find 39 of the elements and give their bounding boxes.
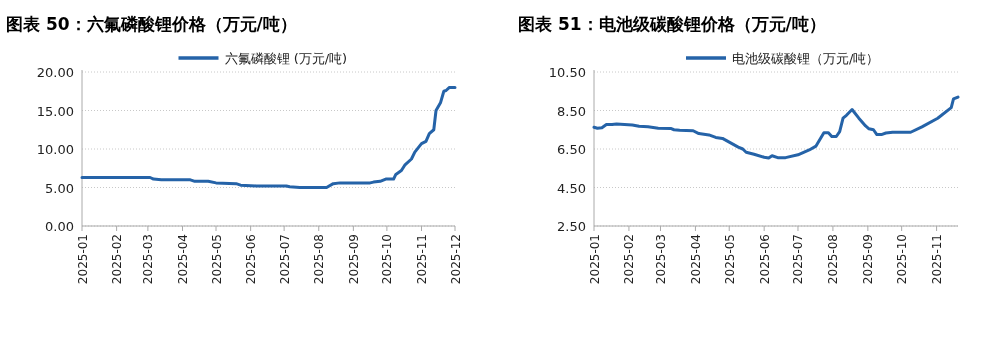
x-tick-label: 2025-04 [688,234,703,285]
y-tick-label: 6.50 [557,142,586,157]
x-tick-label: 2025-09 [861,234,876,285]
line-series [592,95,960,160]
y-tick-label: 2.50 [557,219,586,234]
x-tick-label: 2025-12 [448,234,463,285]
y-tick-label: 20.00 [36,65,74,80]
x-tick-label: 2025-02 [622,234,637,285]
x-tick-label: 2025-03 [653,234,668,285]
x-tick-label: 2025-10 [895,234,910,285]
x-tick-label: 2025-01 [75,234,90,285]
x-tick-label: 2025-02 [110,234,125,285]
y-tick-label: 8.50 [557,103,586,119]
x-tick-label: 2025-03 [141,234,156,285]
x-tick-label: 2025-06 [244,234,259,285]
legend-label: 六氟磷酸锂 (万元/吨) [224,51,348,66]
y-tick-label: 4.50 [557,180,586,196]
x-tick-label: 2025-08 [826,234,841,285]
x-tick-label: 2025-10 [380,234,395,285]
x-tick-label: 2025-08 [312,234,327,285]
y-tick-label: 10.50 [548,65,586,80]
chart-title: 图表 50：六氟磷酸锂价格（万元/吨） [6,14,297,34]
line-series [80,85,457,189]
y-tick-label: 15.00 [36,103,74,119]
x-tick-label: 2025-11 [930,234,945,285]
chart-title: 图表 51：电池级碳酸锂价格（万元/吨） [518,14,826,34]
x-tick-label: 2025-05 [722,234,737,285]
x-tick-label: 2025-09 [346,234,361,285]
y-tick-label: 10.00 [36,142,74,157]
x-tick-label: 2025-11 [415,234,429,285]
x-tick-label: 2025-07 [277,234,292,285]
legend-label: 电池级碳酸锂（万元/吨） [732,51,880,66]
x-tick-label: 2025-06 [757,234,772,285]
y-tick-label: 5.00 [45,180,74,196]
x-tick-label: 2025-05 [209,234,224,285]
x-tick-label: 2025-01 [587,234,602,285]
y-tick-label: 0.00 [45,219,74,234]
x-tick-label: 2025-04 [176,234,191,285]
x-tick-label: 2025-07 [791,234,806,285]
